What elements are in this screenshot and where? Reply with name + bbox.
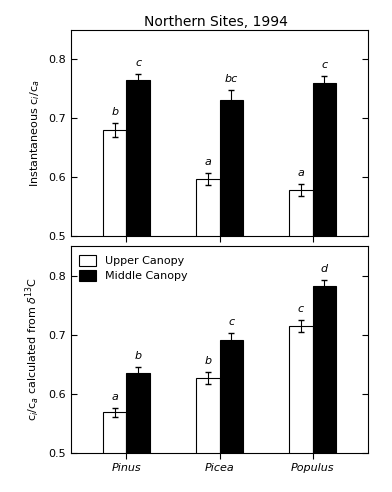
Bar: [313, 285, 336, 492]
Text: a: a: [205, 157, 211, 167]
Text: Northern Sites, 1994: Northern Sites, 1994: [143, 15, 288, 29]
Bar: [126, 373, 150, 492]
Legend: Upper Canopy, Middle Canopy: Upper Canopy, Middle Canopy: [76, 251, 191, 284]
Bar: [289, 190, 312, 492]
Text: c: c: [135, 58, 141, 68]
Bar: [103, 130, 126, 492]
Bar: [126, 80, 150, 492]
Text: b: b: [204, 356, 211, 366]
Text: a: a: [298, 168, 305, 178]
Bar: [196, 179, 220, 492]
Text: c: c: [321, 60, 327, 70]
Bar: [313, 83, 336, 492]
Bar: [220, 100, 243, 492]
Text: bc: bc: [225, 74, 238, 84]
Bar: [289, 326, 312, 492]
Bar: [196, 378, 220, 492]
Text: a: a: [111, 392, 118, 402]
Text: b: b: [111, 107, 118, 117]
Text: c: c: [228, 317, 234, 328]
Bar: [103, 412, 126, 492]
Y-axis label: Instantaneous c$_i$/c$_a$: Instantaneous c$_i$/c$_a$: [29, 79, 42, 186]
Bar: [220, 340, 243, 492]
Text: c: c: [298, 304, 304, 314]
Y-axis label: c$_i$/c$_a$ calculated from $\delta$$^{13}$C: c$_i$/c$_a$ calculated from $\delta$$^{1…: [24, 277, 42, 421]
Text: d: d: [321, 264, 328, 274]
Text: b: b: [134, 351, 142, 361]
